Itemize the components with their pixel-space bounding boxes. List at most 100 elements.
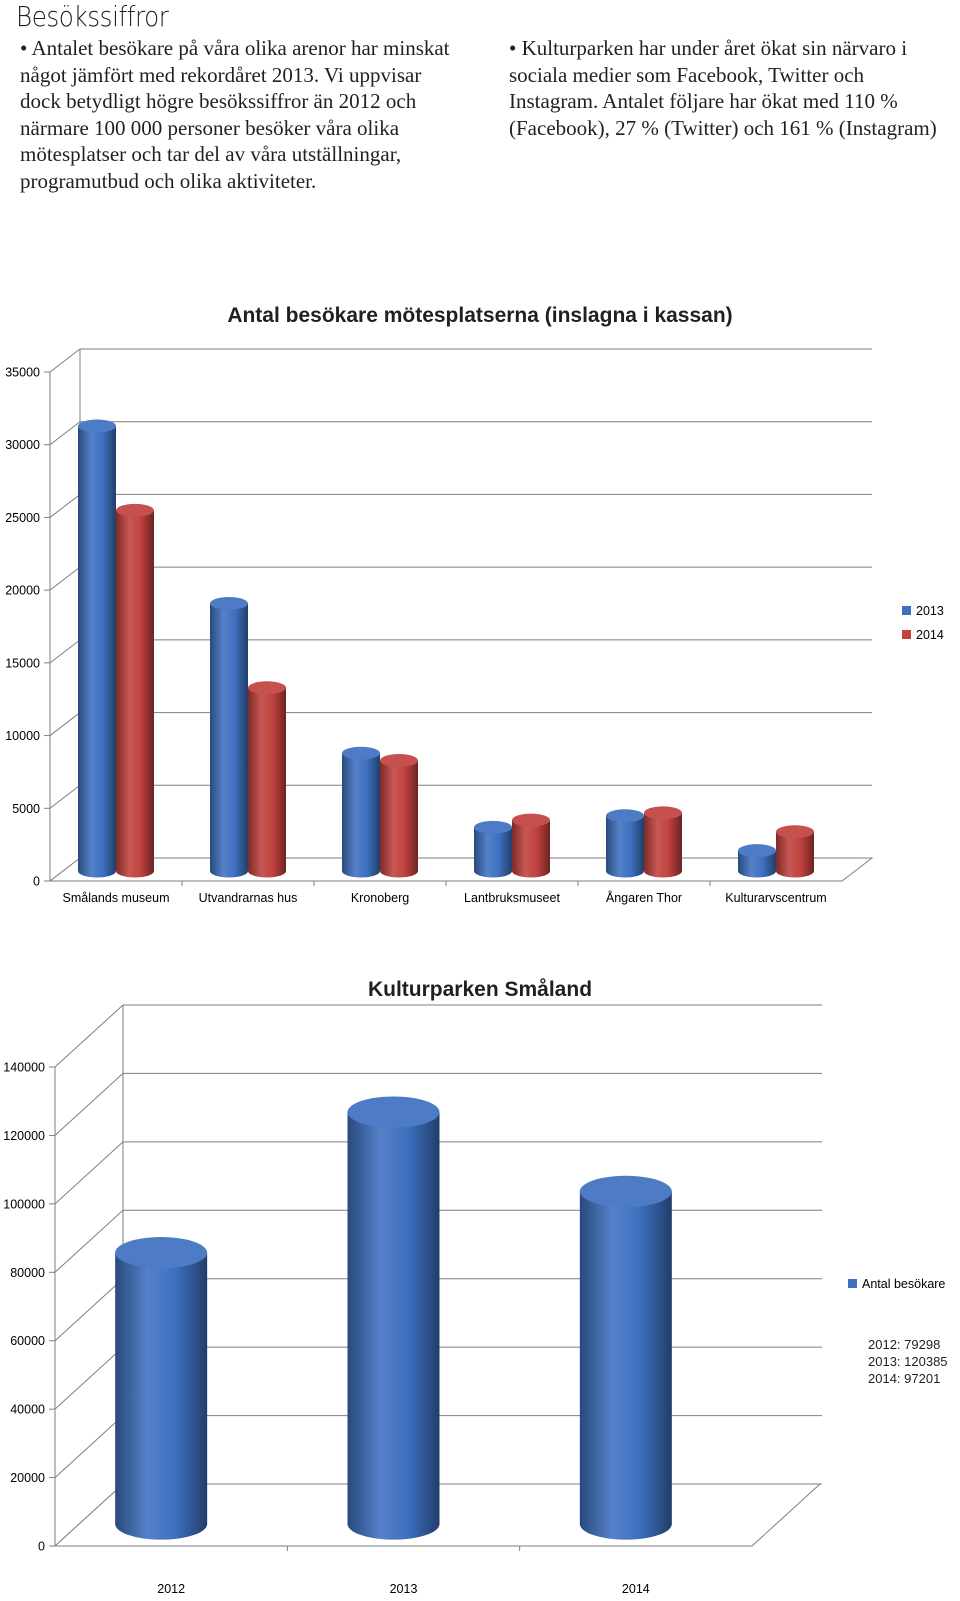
chart2-legend-swatch-0	[848, 1279, 857, 1288]
chart1-x-label-1: Utvandrarnas hus	[199, 891, 298, 905]
chart1-grid-diag-3	[49, 639, 81, 664]
chart1-grid-diag-2	[49, 712, 81, 736]
chart1-x-label-2: Kronoberg	[351, 891, 409, 905]
chart1-bar-2014-3-top	[512, 813, 550, 827]
chart1-ytick-label-3: 15000	[5, 656, 40, 670]
chart2-grid-diag-4	[54, 1209, 124, 1273]
chart2-grid-diag-5	[54, 1141, 124, 1205]
chart1-ytick-label-6: 30000	[5, 438, 40, 452]
chart2-bar-antal-besökare-0-top	[115, 1237, 208, 1269]
chart2-bar-antal-besökare-0-body	[115, 1252, 208, 1540]
chart2-legend-label-0: Antal besökare	[862, 1277, 945, 1291]
chart1-bar-2014-4	[644, 806, 682, 878]
chart1-bar-2013-5-top	[738, 844, 776, 858]
chart1-x-label-3: Lantbruksmuseet	[464, 891, 560, 905]
chart2-bar-antal-besökare-0	[115, 1237, 208, 1540]
chart1-bar-2013-5	[738, 844, 776, 878]
chart2-grid-diag-2	[54, 1346, 124, 1410]
chart1-ytick-label-7: 35000	[5, 366, 40, 380]
chart1-grid-diag-1	[49, 784, 81, 809]
chart2-title: Kulturparken Småland	[367, 978, 593, 1001]
chart1-legend-swatch-0	[902, 606, 911, 615]
chart1-bar-2014-1-top	[248, 681, 286, 695]
chart1-ytick-label-2: 10000	[5, 729, 40, 743]
chart1-legend-swatch-1	[902, 630, 911, 639]
chart1-bar-2013-2	[342, 746, 380, 878]
chart1-bar-2013-1-top	[210, 596, 248, 610]
chart2-ytick-label-1: 20000	[10, 1471, 45, 1485]
chart1-bar-2014-2-body	[380, 760, 418, 878]
chart2-grid-diag-3	[54, 1278, 124, 1342]
chart2-ytick-label-6: 120000	[3, 1129, 45, 1143]
paragraph-visitor-numbers: • Antalet besökare på våra olika arenor …	[20, 36, 450, 193]
chart1-bar-2013-2-body	[342, 753, 380, 878]
chart1-ytick-label-4: 20000	[5, 584, 40, 598]
chart1-bar-2014-3-body	[512, 820, 550, 878]
chart2-x-label-1: 2013	[390, 1582, 418, 1596]
chart2-x-label-0: 2012	[157, 1582, 185, 1596]
chart1-grid-diag-4	[49, 566, 81, 591]
chart2-x-label-2: 2014	[622, 1582, 650, 1596]
chart1-bar-2013-3	[474, 820, 512, 878]
paragraph-social-media: • Kulturparken har under året ökat sin n…	[509, 36, 937, 140]
chart1-x-label-4: Ångaren Thor	[606, 890, 682, 905]
value-2013-text: 2013: 120385	[868, 1354, 948, 1369]
chart1-title: Antal besökare mötesplatserna (inslagna …	[227, 304, 733, 327]
chart1-bar-2013-4-body	[606, 815, 644, 878]
chart1-bar-2014-0-body	[116, 510, 154, 878]
chart1-bar-2013-0-top	[78, 419, 116, 433]
chart1-bar-2014-1-body	[248, 687, 286, 878]
chart1-legend-label-1: 2014	[916, 628, 944, 642]
chart2-ytick-label-7: 140000	[3, 1061, 45, 1075]
chart1-bar-2014-5-top	[776, 825, 814, 839]
chart1-bar-2014-2-top	[380, 754, 418, 767]
chart2-grid-diag-7	[54, 1004, 124, 1068]
chart1-bar-2013-5-body	[738, 850, 776, 878]
chart2-grid-diag-6	[54, 1073, 124, 1136]
chart2-values-note: 2012: 79298 2013: 120385 2014: 97201	[868, 1336, 948, 1387]
chart1-bar-2014-3	[512, 813, 550, 878]
chart2-ytick-label-4: 80000	[10, 1266, 45, 1280]
chart2-grid-diag-1	[54, 1415, 124, 1478]
chart1-bar-2013-0-body	[78, 425, 116, 878]
value-2014-text: 2014: 97201	[868, 1371, 941, 1386]
chart1-ytick-label-0: 0	[33, 875, 40, 889]
chart1-grid-diag-7	[49, 348, 81, 373]
chart2-bar-antal-besökare-2	[579, 1175, 672, 1540]
chart1-grid-diag-6	[49, 421, 81, 446]
chart1-legend-label-0: 2013	[916, 604, 944, 618]
chart1-bar-2014-0	[116, 503, 154, 878]
chart1-bar-2013-3-body	[474, 827, 512, 878]
chart1-bar-2013-0	[78, 419, 116, 878]
page-heading: Besökssiffror	[16, 0, 169, 33]
chart1-bar-2013-1-body	[210, 603, 248, 878]
chart2-ytick-label-2: 40000	[10, 1403, 45, 1417]
chart2-ytick-label-0: 0	[38, 1540, 45, 1554]
chart1-bar-2014-2	[380, 754, 418, 878]
chart2-bar-antal-besökare-2-top	[579, 1175, 672, 1208]
chart2-bar-antal-besökare-1-top	[347, 1096, 440, 1128]
chart1-bar-2014-1	[248, 681, 286, 878]
chart2-ytick-label-5: 100000	[3, 1197, 45, 1211]
chart1-bar-2014-5-body	[776, 831, 814, 878]
chart1-bar-2014-0-top	[116, 503, 154, 517]
chart1-ytick-label-1: 5000	[12, 802, 40, 816]
chart1-bar-2013-4-top	[606, 809, 644, 823]
chart1-bar-2013-2-top	[342, 746, 380, 760]
chart1-bar-2014-4-top	[644, 806, 682, 820]
chart1-bar-2013-3-top	[474, 820, 512, 834]
chart1-bar-2013-1	[210, 596, 248, 878]
chart1-ytick-label-5: 25000	[5, 511, 40, 525]
chart2-ytick-label-3: 60000	[10, 1334, 45, 1348]
chart1-bar-2014-5	[776, 825, 814, 878]
chart1-x-label-5: Kulturarvscentrum	[725, 891, 826, 905]
chart2-bar-antal-besökare-2-body	[579, 1191, 672, 1540]
value-2012-text: 2012: 79298	[868, 1337, 941, 1352]
chart2-bar-antal-besökare-1	[347, 1096, 440, 1540]
chart1-x-label-0: Smålands museum	[63, 891, 170, 905]
chart2-bar-antal-besökare-1-body	[347, 1112, 440, 1540]
chart1-bar-2013-4	[606, 809, 644, 878]
chart1-grid-diag-5	[49, 494, 81, 518]
chart1-bar-2014-4-body	[644, 812, 682, 878]
